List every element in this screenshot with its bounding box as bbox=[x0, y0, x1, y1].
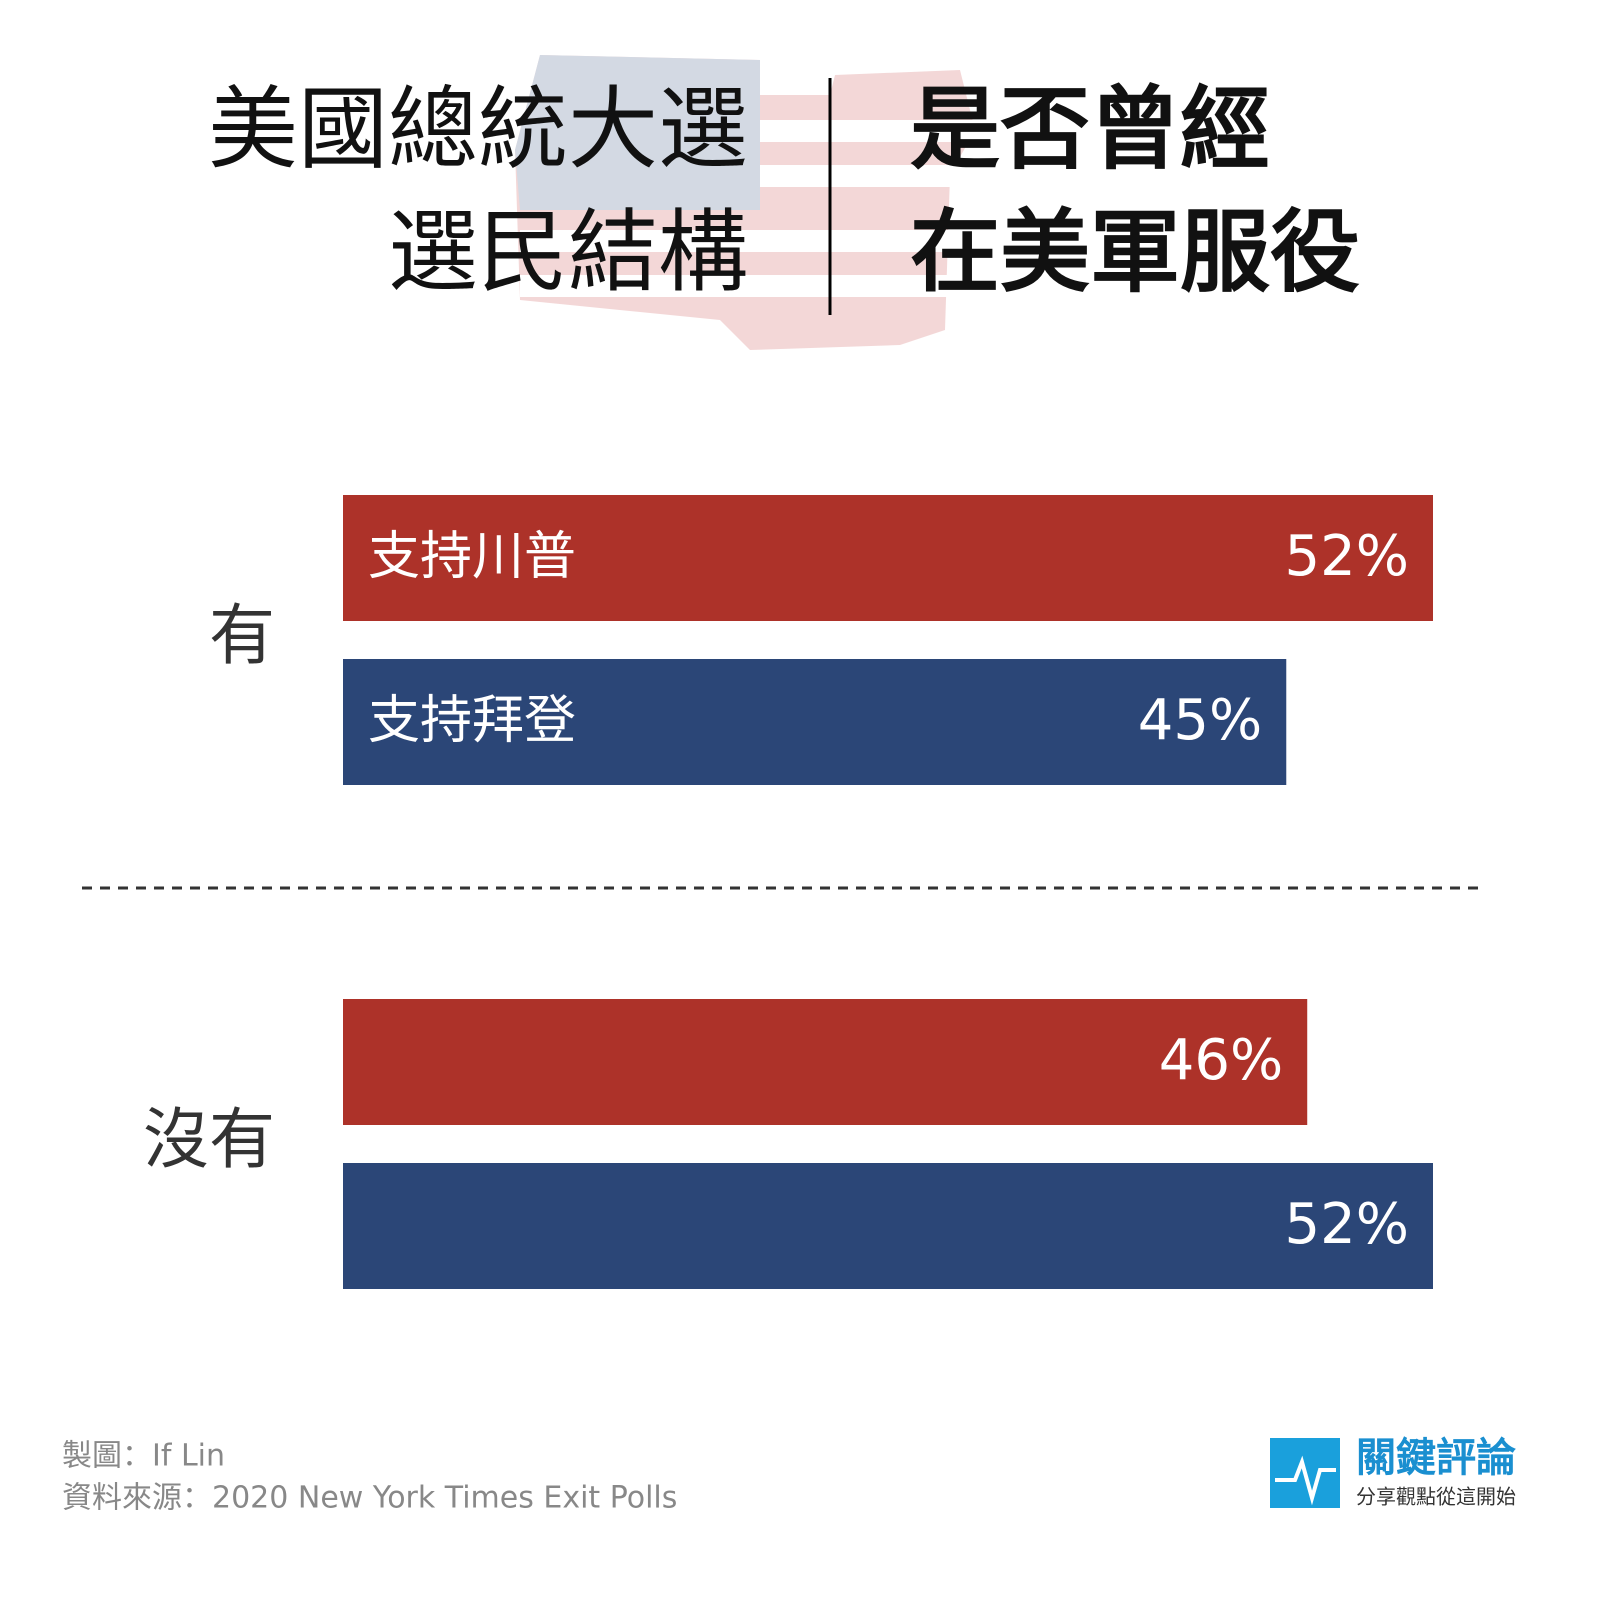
series-name: 支持拜登 bbox=[368, 691, 576, 751]
value-label: 52% bbox=[1285, 524, 1409, 589]
footer-note: 製圖：If Lin bbox=[62, 1439, 225, 1474]
logo-pulse bbox=[1275, 1455, 1336, 1506]
title-right: 是否曾經 bbox=[910, 77, 1270, 182]
footer-note: 資料來源：2020 New York Times Exit Polls bbox=[62, 1481, 677, 1516]
title-right: 在美軍服役 bbox=[910, 200, 1360, 305]
logo-name: 關鍵評論 bbox=[1356, 1435, 1516, 1481]
series-name: 支持川普 bbox=[368, 527, 576, 587]
title-left: 美國總統大選 bbox=[208, 77, 748, 182]
title-left: 選民結構 bbox=[388, 200, 748, 305]
bar bbox=[343, 659, 1287, 785]
logo-slogan: 分享觀點從這開始 bbox=[1356, 1485, 1516, 1509]
bar bbox=[343, 999, 1308, 1125]
bar bbox=[343, 1163, 1433, 1289]
value-label: 46% bbox=[1159, 1028, 1283, 1093]
bar bbox=[343, 495, 1433, 621]
flag-map-background bbox=[515, 55, 975, 350]
category-label: 有 bbox=[209, 597, 275, 674]
category-label: 沒有 bbox=[143, 1101, 275, 1178]
value-label: 45% bbox=[1138, 688, 1262, 753]
value-label: 52% bbox=[1285, 1192, 1409, 1257]
